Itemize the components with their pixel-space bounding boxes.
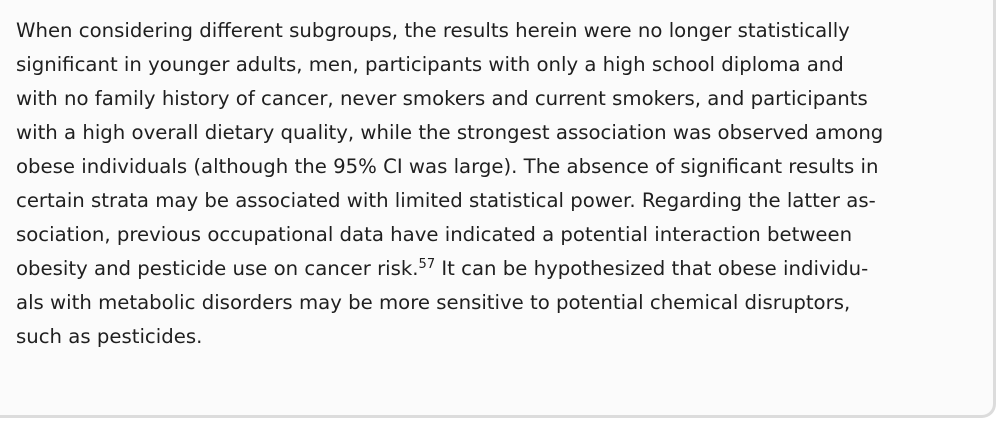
line-text-before-citation: obesity and pesticide use on cancer risk… bbox=[16, 257, 419, 280]
paragraph-line-5: obese individuals (although the 95% CI w… bbox=[16, 155, 879, 178]
paragraph: When considering different subgroups, th… bbox=[16, 14, 883, 354]
paragraph-line-7: sociation, previous occupational data ha… bbox=[16, 223, 853, 246]
paragraph-line-2: significant in younger adults, men, part… bbox=[16, 53, 844, 76]
line-text-after-citation: It can be hypothesized that obese indivi… bbox=[435, 257, 869, 280]
paragraph-line-8: obesity and pesticide use on cancer risk… bbox=[16, 252, 883, 286]
paragraph-line-6: certain strata may be associated with li… bbox=[16, 189, 876, 212]
paragraph-line-1: When considering different subgroups, th… bbox=[16, 19, 850, 42]
paragraph-line-3: with no family history of cancer, never … bbox=[16, 87, 868, 110]
paragraph-line-10: such as pesticides. bbox=[16, 325, 203, 348]
citation-superscript[interactable]: 57 bbox=[418, 256, 436, 272]
paragraph-line-9: als with metabolic disorders may be more… bbox=[16, 291, 851, 314]
text-panel: When considering different subgroups, th… bbox=[0, 0, 996, 418]
paragraph-line-4: with a high overall dietary quality, whi… bbox=[16, 121, 884, 144]
